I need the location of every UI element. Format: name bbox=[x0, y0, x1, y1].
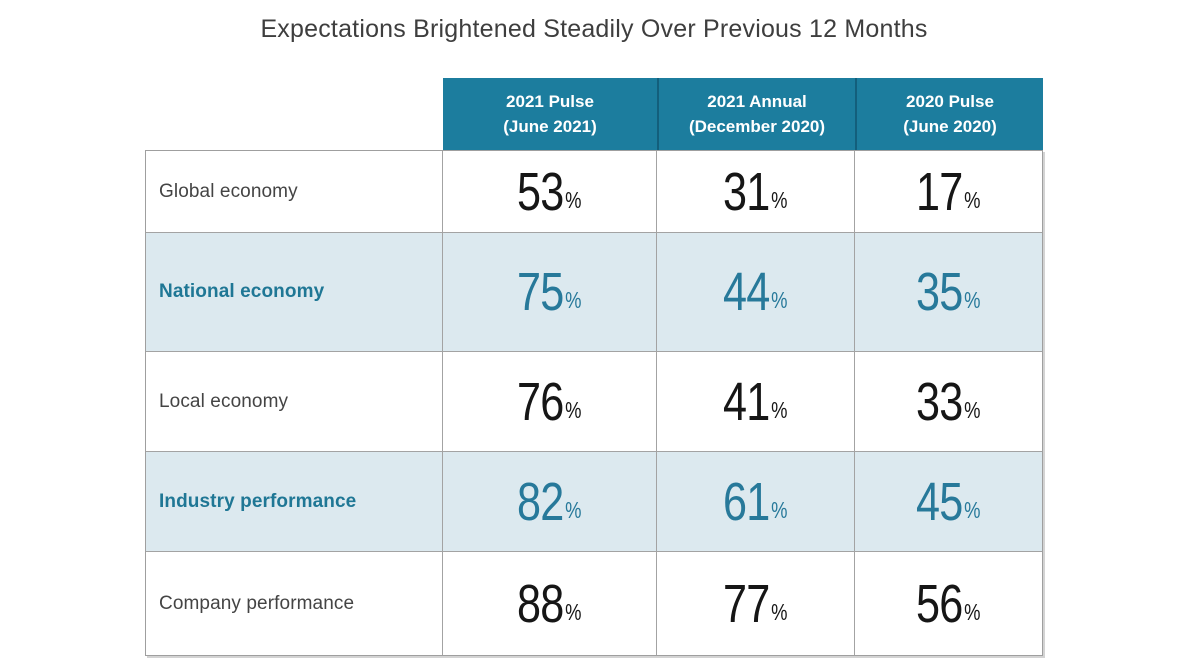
row-label-cell: Global economy bbox=[146, 151, 443, 232]
value-number: 45 bbox=[916, 471, 963, 532]
value-cell: 76% bbox=[443, 352, 657, 451]
table-row-company-performance: Company performance 88% 77% 56% bbox=[146, 552, 1042, 655]
row-label: National economy bbox=[159, 281, 325, 302]
value-number: 56 bbox=[916, 573, 963, 634]
value-number: 35 bbox=[916, 262, 963, 322]
column-header-line1: 2021 Annual bbox=[707, 91, 807, 111]
value-number: 44 bbox=[723, 262, 770, 322]
row-label-cell: Company performance bbox=[146, 552, 443, 655]
percent-sign: % bbox=[964, 287, 981, 313]
percent-sign: % bbox=[964, 186, 981, 213]
value-number: 77 bbox=[723, 573, 770, 634]
percent-sign: % bbox=[964, 598, 981, 625]
percent-sign: % bbox=[565, 396, 582, 423]
percent-sign: % bbox=[565, 496, 582, 523]
value-cell: 61% bbox=[657, 452, 855, 551]
column-header-line1: 2020 Pulse bbox=[906, 91, 994, 111]
value-cell: 45% bbox=[855, 452, 1042, 551]
percent-sign: % bbox=[771, 396, 788, 423]
value-number: 61 bbox=[723, 471, 770, 532]
row-label: Global economy bbox=[159, 180, 298, 202]
value-number: 88 bbox=[517, 573, 564, 634]
value-cell: 31% bbox=[657, 151, 855, 232]
percent-sign: % bbox=[771, 598, 788, 625]
percent-sign: % bbox=[771, 287, 788, 313]
table-row-local-economy: Local economy 76% 41% 33% bbox=[146, 352, 1042, 452]
value-cell: 75% bbox=[443, 233, 657, 351]
value-cell: 33% bbox=[855, 352, 1042, 451]
percent-sign: % bbox=[964, 496, 981, 523]
value-number: 41 bbox=[723, 371, 770, 432]
percent-sign: % bbox=[771, 186, 788, 213]
value-number: 75 bbox=[517, 262, 564, 322]
column-header-line2: (June 2020) bbox=[903, 117, 997, 136]
table-row-national-economy: National economy 75% 44% 35% bbox=[146, 233, 1042, 352]
row-label: Local economy bbox=[159, 390, 289, 412]
value-cell: 56% bbox=[855, 552, 1042, 655]
column-header-2021-pulse: 2021 Pulse (June 2021) bbox=[443, 78, 657, 150]
value-cell: 82% bbox=[443, 452, 657, 551]
value-number: 17 bbox=[916, 161, 963, 222]
row-label: Company performance bbox=[159, 592, 355, 614]
table-row-industry-performance: Industry performance 82% 61% 45% bbox=[146, 452, 1042, 552]
row-label-cell: National economy bbox=[146, 233, 443, 351]
column-header-line1: 2021 Pulse bbox=[506, 91, 594, 111]
value-number: 76 bbox=[517, 371, 564, 432]
value-cell: 17% bbox=[855, 151, 1042, 232]
value-number: 33 bbox=[916, 371, 963, 432]
value-cell: 35% bbox=[855, 233, 1042, 351]
row-label-cell: Industry performance bbox=[146, 452, 443, 551]
expectations-table: 2021 Pulse (June 2021) 2021 Annual (Dece… bbox=[145, 78, 1043, 656]
value-number: 53 bbox=[517, 161, 564, 222]
value-cell: 44% bbox=[657, 233, 855, 351]
header-spacer bbox=[145, 78, 443, 150]
value-cell: 88% bbox=[443, 552, 657, 655]
value-cell: 77% bbox=[657, 552, 855, 655]
column-header-line2: (December 2020) bbox=[688, 117, 826, 136]
row-label: Industry performance bbox=[159, 490, 357, 512]
chart-title: Expectations Brightened Steadily Over Pr… bbox=[260, 15, 928, 43]
value-cell: 41% bbox=[657, 352, 855, 451]
percent-sign: % bbox=[565, 186, 582, 213]
row-label-cell: Local economy bbox=[146, 352, 443, 451]
percent-sign: % bbox=[771, 496, 788, 523]
table-row-global-economy: Global economy 53% 31% 17% bbox=[146, 151, 1042, 233]
percent-sign: % bbox=[565, 598, 582, 625]
table-header-row: 2021 Pulse (June 2021) 2021 Annual (Dece… bbox=[145, 78, 1043, 150]
value-number: 82 bbox=[517, 471, 564, 532]
column-header-line2: (June 2021) bbox=[503, 117, 597, 136]
percent-sign: % bbox=[565, 287, 582, 313]
value-number: 31 bbox=[723, 161, 770, 222]
column-header-2020-pulse: 2020 Pulse (June 2020) bbox=[855, 78, 1043, 150]
table-body: Global economy 53% 31% 17% National econ… bbox=[145, 150, 1043, 656]
value-cell: 53% bbox=[443, 151, 657, 232]
column-header-2021-annual: 2021 Annual (December 2020) bbox=[657, 78, 855, 150]
percent-sign: % bbox=[964, 396, 981, 423]
